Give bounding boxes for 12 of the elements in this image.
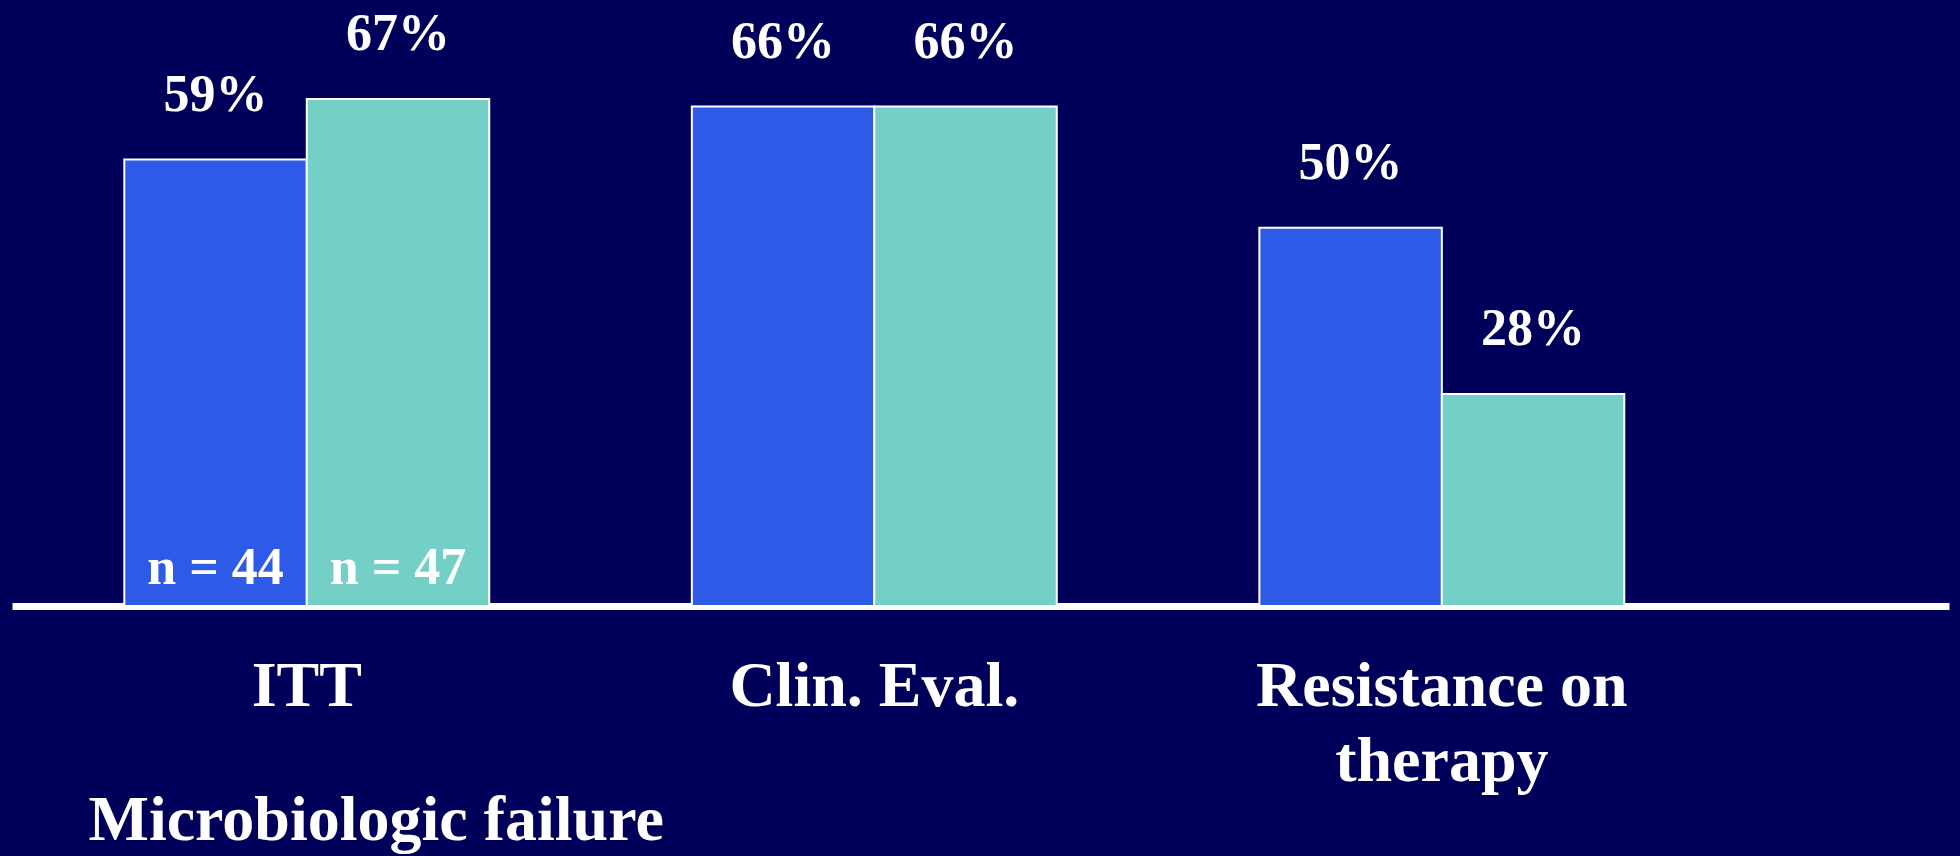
annotation: n = 44 xyxy=(147,538,284,596)
x-tick-label: ITT xyxy=(251,648,362,720)
data-label: 28% xyxy=(1481,299,1586,357)
x-tick-label: Clin. Eval. xyxy=(729,648,1020,720)
x-axis-title: Microbiologic failure xyxy=(88,782,664,854)
x-tick-label: Resistance on therapy xyxy=(1256,648,1628,795)
annotation: n = 47 xyxy=(329,538,467,596)
data-label: 50% xyxy=(1298,132,1403,190)
data-label: 66% xyxy=(913,11,1018,69)
data-label: 59% xyxy=(163,64,268,122)
data-label: 66% xyxy=(731,11,836,69)
data-label: 67% xyxy=(346,4,450,61)
